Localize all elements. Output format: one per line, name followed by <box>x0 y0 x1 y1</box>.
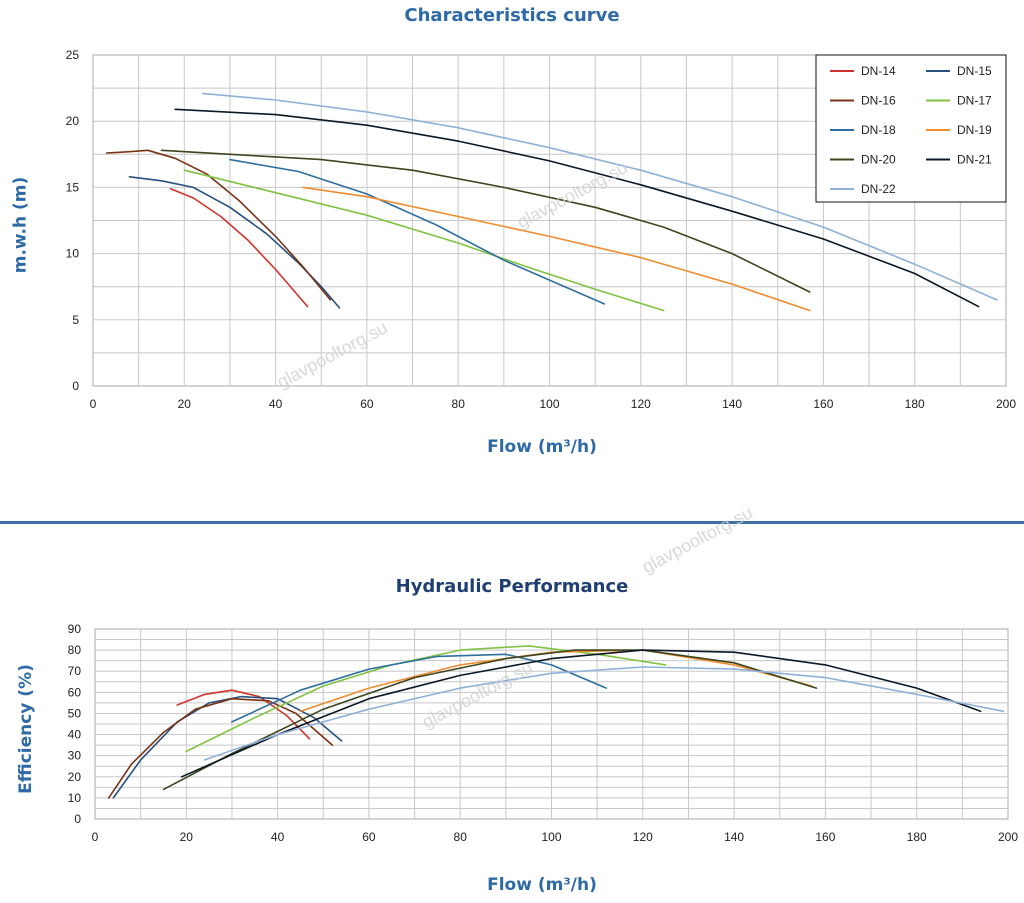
chart1-x-tick-label: 0 <box>90 397 97 411</box>
chart2-series-dn-16 <box>107 697 334 799</box>
chart1-y-tick-label: 10 <box>66 247 80 261</box>
legend-label: DN-19 <box>957 123 992 137</box>
chart2-x-tick-label: 140 <box>724 830 744 844</box>
chart2-x-axis-label: Flow (m³/h) <box>487 875 597 895</box>
chart2-y-tick-label: 10 <box>68 791 82 805</box>
chart1-x-tick-label: 180 <box>905 397 925 411</box>
chart2-x-tick-label: 200 <box>998 830 1018 844</box>
chart2-x-tick-label: 100 <box>541 830 561 844</box>
chart1-series-dn-20 <box>160 149 811 293</box>
legend-box <box>815 54 1007 203</box>
legend-label: DN-22 <box>861 182 896 196</box>
chart1-x-tick-label: 200 <box>996 397 1016 411</box>
chart1-x-tick-label: 60 <box>360 397 374 411</box>
chart1-x-tick-label: 120 <box>631 397 651 411</box>
chart2-y-tick-label: 40 <box>68 728 82 742</box>
chart2-series-dn-18 <box>231 653 608 723</box>
legend-label: DN-17 <box>957 94 992 108</box>
chart1-y-tick-label: 5 <box>72 313 79 327</box>
chart2-y-tick-label: 30 <box>68 749 82 763</box>
legend-label: DN-18 <box>861 123 896 137</box>
chart2-series-dn-20 <box>162 649 818 791</box>
chart2-y-tick-label: 60 <box>68 685 82 699</box>
chart2-series-dn-22 <box>203 666 1005 761</box>
chart2-x-tick-label: 160 <box>815 830 835 844</box>
chart1-x-tick-label: 20 <box>178 397 192 411</box>
chart2-y-tick-label: 80 <box>68 643 82 657</box>
legend-label: DN-15 <box>957 64 992 78</box>
chart1-series-dn-16 <box>105 149 332 301</box>
chart2-title: Hydraulic Performance <box>395 576 629 597</box>
chart2-x-tick-label: 80 <box>454 830 468 844</box>
chart1-x-tick-label: 140 <box>722 397 742 411</box>
chart2-y-tick-label: 0 <box>74 812 81 826</box>
chart2-y-tick-label: 70 <box>68 664 82 678</box>
chart1-series-dn-18 <box>229 158 606 305</box>
chart2-series-dn-17 <box>185 645 667 753</box>
chart1-series-dn-22 <box>201 92 998 301</box>
chart2-x-tick-label: 20 <box>180 830 194 844</box>
chart2-series-dn-21 <box>180 649 982 778</box>
chart2-y-tick-label: 50 <box>68 706 82 720</box>
legend-label: DN-16 <box>861 94 896 108</box>
legend-label: DN-20 <box>861 153 896 167</box>
chart1-x-tick-label: 100 <box>539 397 559 411</box>
chart2-x-tick-label: 0 <box>92 830 99 844</box>
chart1-series-dn-14 <box>169 187 309 308</box>
chart1-legend: DN-14 DN-15 DN-16 DN-17 DN-18 DN-19 DN-20 DN-21… <box>815 54 1007 203</box>
section-divider <box>0 521 1024 524</box>
chart1-y-tick-label: 0 <box>72 379 79 393</box>
watermark: glavpooltorg.su <box>639 502 756 577</box>
chart2-series-dn-14 <box>176 689 311 740</box>
chart2-x-tick-label: 60 <box>362 830 376 844</box>
chart1-y-tick-label: 25 <box>66 48 80 62</box>
chart2-series-dn-15 <box>112 695 343 799</box>
chart2-x-tick-label: 180 <box>907 830 927 844</box>
chart1-series-dn-21 <box>174 108 980 308</box>
chart1-x-tick-label: 40 <box>269 397 283 411</box>
chart1-title: Characteristics curve <box>404 5 620 26</box>
legend-label: DN-14 <box>861 64 896 78</box>
chart1-y-tick-label: 20 <box>66 114 80 128</box>
chart1-x-axis-label: Flow (m³/h) <box>487 437 597 457</box>
chart2-y-tick-label: 20 <box>68 770 82 784</box>
chart2-x-tick-label: 40 <box>271 830 285 844</box>
chart1-y-tick-label: 15 <box>66 180 80 194</box>
chart1-x-tick-label: 160 <box>813 397 833 411</box>
chart1-series-dn-15 <box>128 176 341 309</box>
chart2-y-tick-label: 90 <box>68 622 82 636</box>
chart1-series-dn-19 <box>302 186 811 312</box>
chart2-x-tick-label: 120 <box>633 830 653 844</box>
chart1-x-tick-label: 80 <box>452 397 466 411</box>
chart1-series-dn-17 <box>183 169 665 312</box>
legend-label: DN-21 <box>957 153 992 167</box>
chart2-plot: 0 20 40 60 80 100 120 140 160 180 200 0 10 20 30 40 50 60… <box>68 622 1019 844</box>
